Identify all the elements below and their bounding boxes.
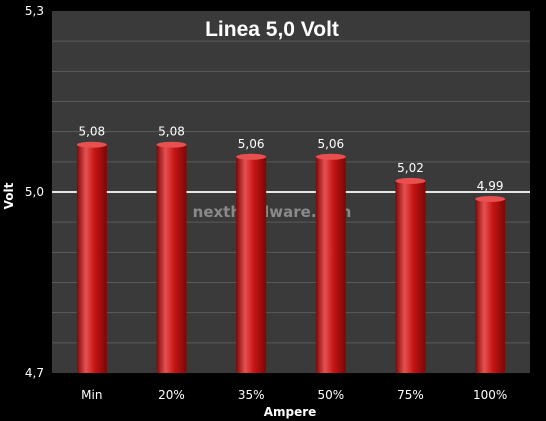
bar-6 [475, 198, 506, 373]
x-tick-label: 50% [317, 388, 344, 402]
y-tick-label: 5,0 [25, 185, 44, 199]
value-label: 4,99 [477, 179, 504, 193]
bar-top-cap [475, 196, 506, 203]
x-tick-label: 100% [473, 388, 507, 402]
watermark: nexthardware.com [193, 203, 352, 221]
bar-top-cap [315, 153, 346, 160]
value-label: 5,02 [397, 161, 424, 175]
value-label: 5,06 [317, 137, 344, 151]
y-axis-label: Volt [2, 182, 16, 209]
value-labels: 5,08 5,08 5,06 5,06 5,02 4,99 [78, 125, 503, 193]
bar-top-cap [395, 177, 426, 184]
chart-title: Linea 5,0 Volt [205, 18, 339, 41]
bar-5 [395, 179, 426, 373]
bar-top-cap [156, 141, 187, 148]
x-tick-label: 35% [238, 388, 265, 402]
gridlines [52, 40, 530, 344]
bar-3 [236, 155, 267, 373]
x-tick-label: Min [81, 388, 102, 402]
value-label: 5,08 [78, 125, 105, 139]
y-tick-label: 4,7 [25, 366, 44, 380]
bar-top-cap [76, 141, 107, 148]
x-tick-label: 20% [158, 388, 185, 402]
x-tick-label: 75% [397, 388, 424, 402]
value-label: 5,06 [238, 137, 265, 151]
y-tick-labels: 4,7 5,0 5,3 [25, 4, 44, 380]
x-axis-label: Ampere [264, 405, 317, 419]
value-label: 5,08 [158, 125, 185, 139]
x-tick-labels: Min 20% 35% 50% 75% 100% [81, 388, 507, 402]
bars [76, 141, 506, 373]
bar-4 [315, 155, 346, 373]
bar-1 [76, 143, 107, 373]
bar-2 [156, 143, 187, 373]
y-tick-label: 5,3 [25, 4, 44, 18]
bar-top-cap [236, 153, 267, 160]
